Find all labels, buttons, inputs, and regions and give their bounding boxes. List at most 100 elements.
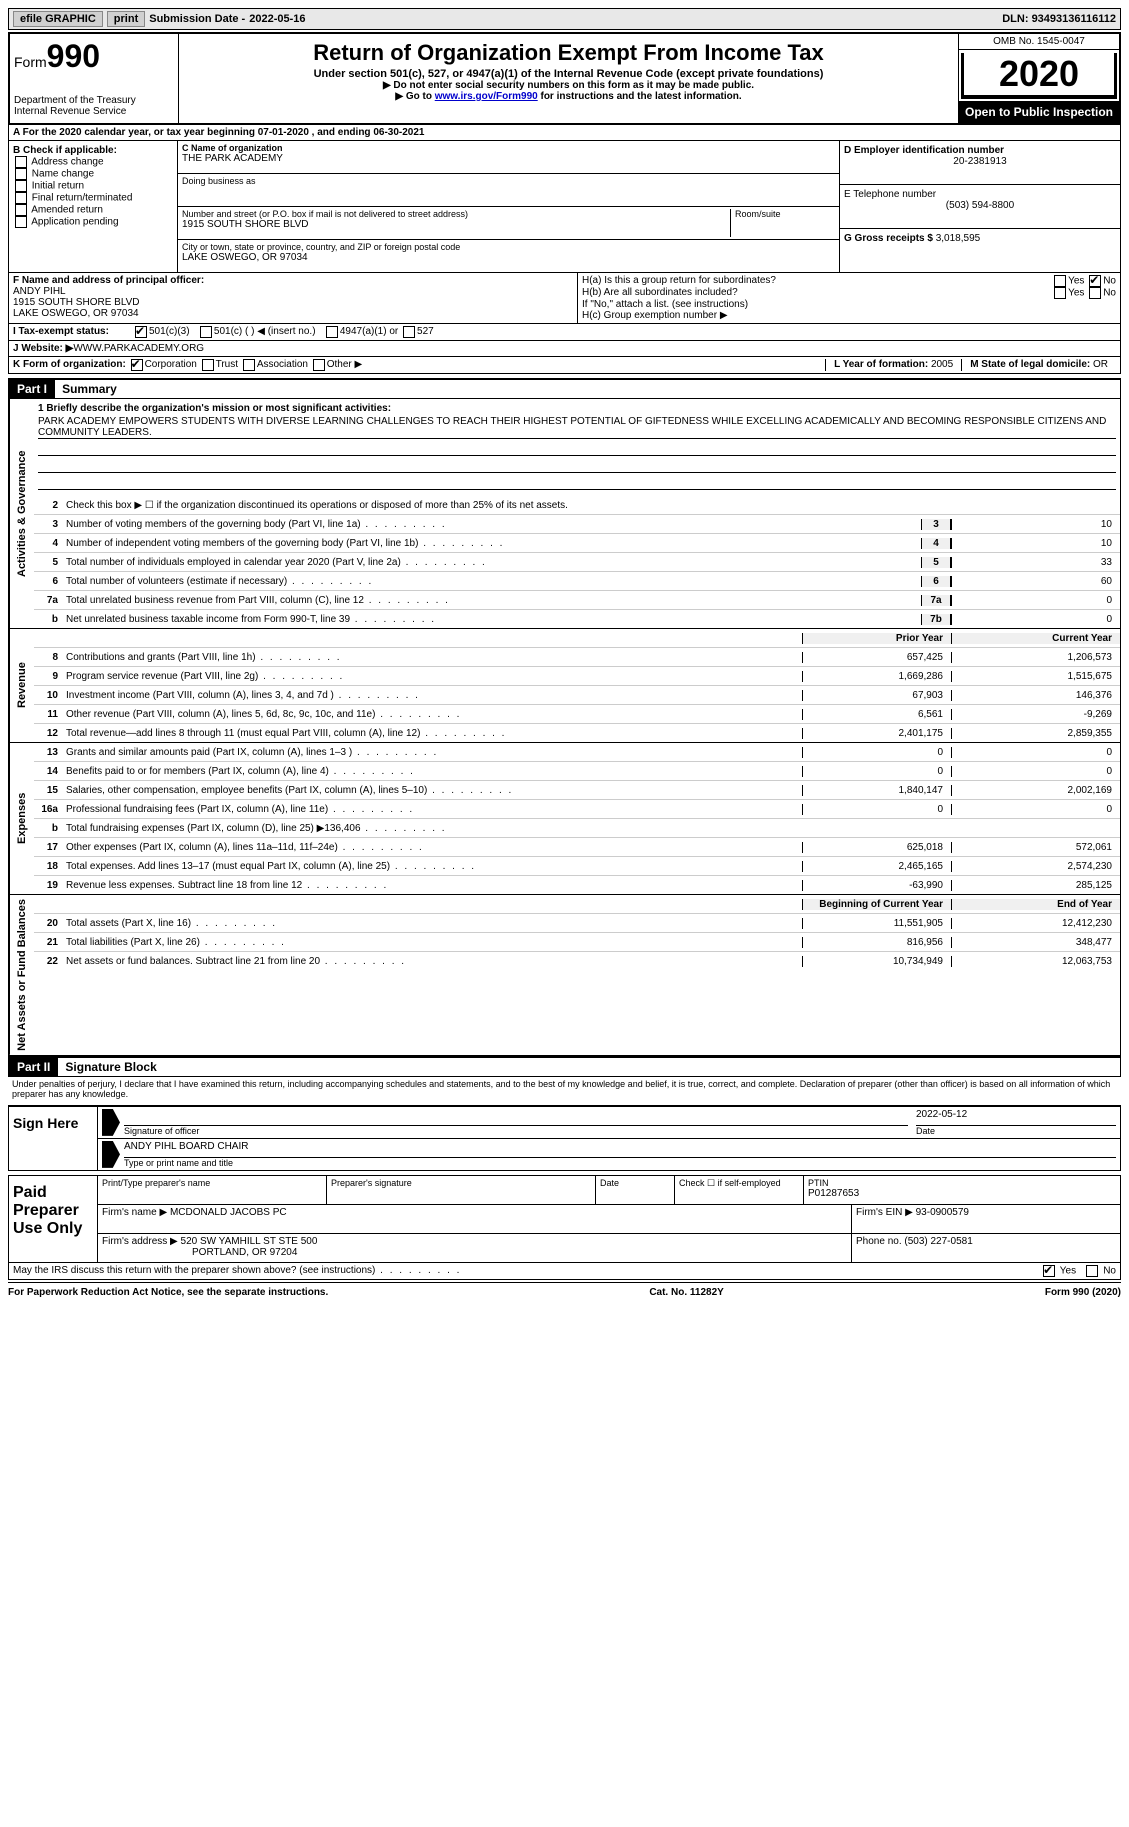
room-label: Room/suite	[735, 209, 835, 219]
f-label: F Name and address of principal officer:	[13, 275, 573, 286]
prep-phone-label: Phone no.	[856, 1236, 904, 1247]
table-row: 8Contributions and grants (Part VIII, li…	[34, 648, 1120, 667]
checkbox-column: B Check if applicable: Address change Na…	[9, 141, 178, 272]
hc-label: H(c) Group exemption number ▶	[582, 310, 1116, 321]
header-left: Form990 Department of the Treasury Inter…	[10, 34, 179, 123]
officer-addr2: LAKE OSWEGO, OR 97034	[13, 308, 573, 319]
ein-value: 20-2381913	[844, 156, 1116, 167]
form-org-row: K Form of organization: Corporation Trus…	[8, 357, 1121, 374]
chk-trust[interactable]	[202, 359, 214, 371]
chk-assoc[interactable]	[243, 359, 255, 371]
mission-text: PARK ACADEMY EMPOWERS STUDENTS WITH DIVE…	[38, 416, 1116, 439]
prep-phone: (503) 227-0581	[904, 1236, 972, 1247]
phone-value: (503) 594-8800	[844, 200, 1116, 211]
website-row: J Website: ▶ WWW.PARKACADEMY.ORG	[8, 341, 1121, 357]
hb-label: H(b) Are all subordinates included?	[582, 287, 738, 299]
chk-527[interactable]	[403, 326, 415, 338]
discuss-yes[interactable]	[1043, 1265, 1055, 1277]
l-label: L Year of formation:	[834, 359, 931, 370]
table-row: bNet unrelated business taxable income f…	[34, 610, 1120, 628]
table-row: 5Total number of individuals employed in…	[34, 553, 1120, 572]
prep-sig-label: Preparer's signature	[331, 1178, 591, 1188]
table-row: 17Other expenses (Part IX, column (A), l…	[34, 838, 1120, 857]
table-row: bTotal fundraising expenses (Part IX, co…	[34, 819, 1120, 838]
k-label: K Form of organization:	[13, 359, 126, 371]
rev-side-label: Revenue	[9, 629, 34, 742]
officer-group-block: F Name and address of principal officer:…	[8, 273, 1121, 324]
revenue-block: Revenue Prior Year Current Year 8Contrib…	[8, 629, 1121, 743]
chk-address: Address change	[13, 156, 173, 168]
dln: DLN: 93493136116112	[1002, 13, 1116, 25]
form-number: 990	[47, 38, 100, 74]
table-row: 7aTotal unrelated business revenue from …	[34, 591, 1120, 610]
sig-name: ANDY PIHL BOARD CHAIR	[124, 1141, 1116, 1158]
hb-no[interactable]	[1089, 287, 1101, 299]
col-current: Current Year	[951, 633, 1120, 644]
firm-name: MCDONALD JACOBS PC	[170, 1207, 287, 1218]
ha-yes[interactable]	[1054, 275, 1066, 287]
gross-value: 3,018,595	[936, 233, 981, 244]
ha-label: H(a) Is this a group return for subordin…	[582, 275, 776, 287]
city-label: City or town, state or province, country…	[182, 242, 835, 252]
chk-other[interactable]	[313, 359, 325, 371]
table-row: 18Total expenses. Add lines 13–17 (must …	[34, 857, 1120, 876]
q1-label: 1 Briefly describe the organization's mi…	[38, 403, 1116, 414]
firm-addr1: 520 SW YAMHILL ST STE 500	[181, 1236, 318, 1247]
table-row: 4Number of independent voting members of…	[34, 534, 1120, 553]
arrow-icon	[102, 1109, 120, 1136]
print-button[interactable]: print	[107, 11, 145, 27]
table-row: 16aProfessional fundraising fees (Part I…	[34, 800, 1120, 819]
firm-ein: 93-0900579	[916, 1207, 969, 1218]
sig-name-label: Type or print name and title	[124, 1158, 1116, 1168]
footer-right: Form 990 (2020)	[1045, 1287, 1121, 1298]
form-title: Return of Organization Exempt From Incom…	[183, 40, 954, 66]
note-2: ▶ Go to www.irs.gov/Form990 for instruct…	[183, 91, 954, 102]
table-row: 12Total revenue—add lines 8 through 11 (…	[34, 724, 1120, 742]
hb-note: If "No," attach a list. (see instruction…	[582, 299, 1116, 310]
irs-link[interactable]: www.irs.gov/Form990	[435, 91, 538, 102]
hb-yes[interactable]	[1054, 287, 1066, 299]
table-row: 10Investment income (Part VIII, column (…	[34, 686, 1120, 705]
efile-badge: efile GRAPHIC	[13, 11, 103, 27]
part-2: Part II Signature Block	[8, 1056, 1121, 1077]
part2-title: Signature Block	[61, 1058, 160, 1076]
officer-name: ANDY PIHL	[13, 286, 573, 297]
sig-officer-label: Signature of officer	[124, 1126, 908, 1136]
discuss-no[interactable]	[1086, 1265, 1098, 1277]
ha-no[interactable]	[1089, 275, 1101, 287]
ein-label: D Employer identification number	[844, 145, 1116, 156]
section-a: A For the 2020 calendar year, or tax yea…	[8, 125, 1121, 141]
firm-addr-label: Firm's address ▶	[102, 1236, 178, 1247]
chk-501c[interactable]	[200, 326, 212, 338]
part-1: Part I Summary	[8, 378, 1121, 399]
table-row: 11Other revenue (Part VIII, column (A), …	[34, 705, 1120, 724]
prep-check: Check ☐ if self-employed	[679, 1178, 799, 1189]
table-row: 19Revenue less expenses. Subtract line 1…	[34, 876, 1120, 894]
org-name: THE PARK ACADEMY	[182, 153, 835, 164]
c-name-label: C Name of organization	[182, 143, 835, 153]
chk-4947[interactable]	[326, 326, 338, 338]
submission-date: 2022-05-16	[249, 13, 305, 25]
firm-name-label: Firm's name ▶	[102, 1207, 167, 1218]
addr-label: Number and street (or P.O. box if mail i…	[182, 209, 730, 219]
gross-label: G Gross receipts $	[844, 233, 936, 244]
chk-corp[interactable]	[131, 359, 143, 371]
j-label: J Website: ▶	[13, 343, 73, 354]
preparer-block: Paid Preparer Use Only Print/Type prepar…	[8, 1175, 1121, 1263]
tax-exempt-row: I Tax-exempt status: 501(c)(3) 501(c) ( …	[8, 324, 1121, 341]
footer-left: For Paperwork Reduction Act Notice, see …	[8, 1287, 328, 1298]
discuss-row: May the IRS discuss this return with the…	[8, 1263, 1121, 1280]
discuss-label: May the IRS discuss this return with the…	[13, 1265, 461, 1277]
part2-header: Part II	[9, 1058, 58, 1076]
firm-ein-label: Firm's EIN ▶	[856, 1207, 913, 1218]
sign-here-label: Sign Here	[9, 1107, 98, 1170]
i-label: I Tax-exempt status:	[13, 326, 133, 338]
signature-block: Sign Here Signature of officer 2022-05-1…	[8, 1105, 1121, 1171]
chk-501c3[interactable]	[135, 326, 147, 338]
mission-block: 1 Briefly describe the organization's mi…	[34, 399, 1120, 496]
table-row: 15Salaries, other compensation, employee…	[34, 781, 1120, 800]
declaration: Under penalties of perjury, I declare th…	[8, 1077, 1121, 1101]
street-address: 1915 SOUTH SHORE BLVD	[182, 219, 730, 230]
header-right: OMB No. 1545-0047 2020 Open to Public In…	[958, 34, 1119, 123]
name-address-column: C Name of organization THE PARK ACADEMY …	[178, 141, 839, 272]
